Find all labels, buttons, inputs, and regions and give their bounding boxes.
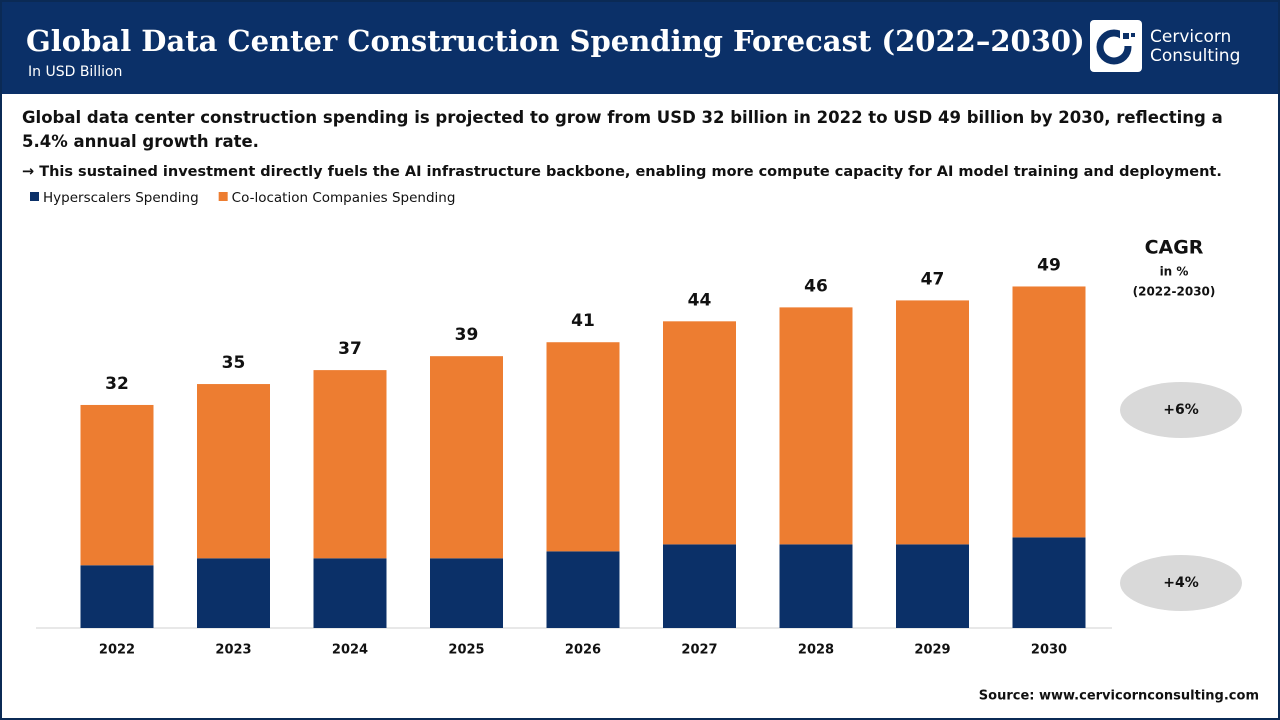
- cagr-label: +6%: [1163, 402, 1199, 418]
- cagr-bubble: [1120, 555, 1242, 611]
- bar-segment: [197, 558, 270, 628]
- logo: [1090, 20, 1142, 72]
- bar-segment: [546, 342, 620, 552]
- total-label: 47: [921, 269, 945, 289]
- bar-segment: [896, 300, 969, 545]
- bar-segment: [313, 558, 387, 628]
- description: Global data center construction spending…: [22, 106, 1272, 184]
- header: Global Data Center Construction Spending…: [2, 2, 1278, 94]
- x-tick-label: 2025: [448, 643, 484, 658]
- x-tick-label: 2023: [215, 643, 251, 658]
- bar-segment: [197, 384, 270, 559]
- bar-segment: [779, 307, 853, 545]
- x-tick-label: 2030: [1031, 643, 1067, 658]
- bar-segment: [430, 558, 503, 628]
- x-tick-label: 2027: [681, 643, 717, 658]
- cagr-bubble: [1120, 382, 1242, 438]
- cagr-unit: in %: [1160, 265, 1189, 279]
- x-tick-label: 2029: [914, 643, 950, 658]
- bar-segment: [546, 551, 620, 628]
- logo-icon: [1096, 29, 1136, 65]
- bar-segment: [313, 370, 387, 559]
- brand: Cervicorn Consulting: [1150, 28, 1240, 66]
- brand-line: Cervicorn: [1150, 27, 1232, 47]
- x-tick-label: 2028: [798, 643, 834, 658]
- bar-segment: [80, 565, 154, 628]
- description-text: → This sustained investment directly fue…: [22, 164, 1222, 180]
- cagr-period: (2022-2030): [1133, 285, 1216, 299]
- bar-segment: [663, 321, 736, 545]
- total-label: 41: [571, 311, 595, 331]
- bar-segment: [1012, 537, 1086, 628]
- total-label: 37: [338, 339, 362, 359]
- bar-segment: [896, 544, 969, 628]
- cagr-label: +4%: [1163, 575, 1199, 591]
- legend-label: Hyperscalers Spending: [43, 190, 199, 206]
- bar-segment: [430, 356, 503, 559]
- bar-segment: [663, 544, 736, 628]
- description-text: Global data center construction spending…: [22, 108, 1223, 151]
- legend-swatch: [30, 192, 39, 201]
- source: Source: www.cervicornconsulting.com: [979, 689, 1259, 704]
- legend-label: Co-location Companies Spending: [232, 190, 456, 206]
- x-tick-label: 2026: [565, 643, 601, 658]
- chart-subtitle: In USD Billion: [28, 64, 123, 80]
- total-label: 35: [222, 353, 246, 373]
- bar-segment: [80, 404, 154, 566]
- total-label: 46: [804, 276, 828, 296]
- brand-line: Consulting: [1150, 46, 1241, 66]
- x-tick-label: 2024: [332, 643, 368, 658]
- total-label: 49: [1037, 255, 1061, 275]
- total-label: 32: [105, 374, 129, 394]
- cagr-title: CAGR: [1145, 237, 1204, 259]
- x-tick-label: 2022: [99, 643, 135, 658]
- total-label: 39: [455, 325, 479, 345]
- bar-segment: [779, 544, 853, 628]
- chart-title: Global Data Center Construction Spending…: [26, 24, 1085, 58]
- total-label: 44: [688, 290, 712, 310]
- bar-segment: [1012, 286, 1086, 538]
- legend-swatch: [218, 192, 228, 201]
